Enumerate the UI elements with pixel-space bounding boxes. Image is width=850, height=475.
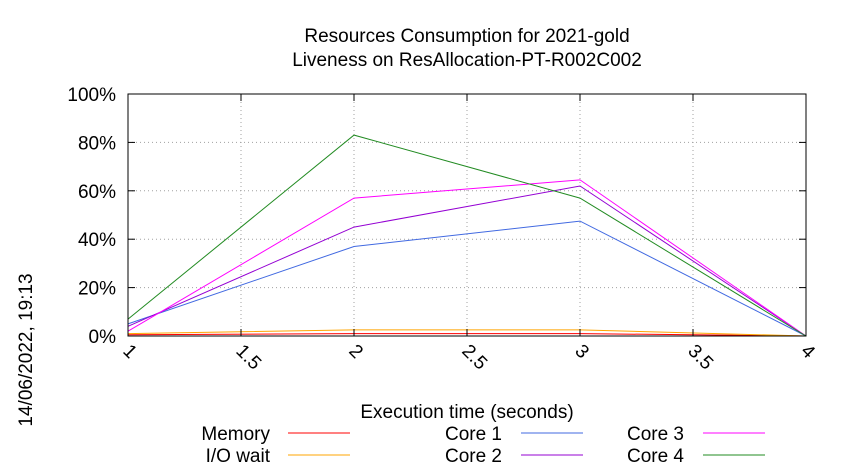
series-line-core-3 bbox=[127, 179, 807, 337]
x-tick-label: 3 bbox=[570, 341, 592, 363]
legend-label-core-3: Core 3 bbox=[627, 424, 684, 445]
legend-label-core-4: Core 4 bbox=[627, 446, 684, 467]
y-tick-label: 20% bbox=[78, 279, 116, 300]
series-line-core-1 bbox=[127, 220, 807, 337]
legend-label-core-1: Core 1 bbox=[445, 424, 502, 445]
chart-title-line-2: Liveness on ResAllocation-PT-R002C002 bbox=[292, 50, 642, 71]
x-tick-label: 4 bbox=[796, 341, 819, 364]
x-tick-label: 1 bbox=[118, 341, 140, 363]
y-tick-label: 60% bbox=[78, 182, 116, 203]
y-tick-label: 40% bbox=[78, 230, 116, 251]
date-time-stamp: 14/06/2022, 19:13 bbox=[16, 273, 37, 426]
chart-title-line-1: Resources Consumption for 2021-gold bbox=[304, 26, 629, 47]
series-lines bbox=[127, 134, 807, 337]
series-line-core-4 bbox=[127, 134, 807, 337]
y-tick-label: 100% bbox=[67, 85, 116, 106]
x-axis-label: Execution time (seconds) bbox=[360, 402, 573, 423]
x-tick-label: 2 bbox=[344, 341, 366, 363]
x-tick-label: 3.5 bbox=[683, 341, 717, 375]
y-tick-label: 80% bbox=[78, 133, 116, 154]
legend-label-core-2: Core 2 bbox=[445, 446, 502, 467]
x-tick-label: 2.5 bbox=[457, 341, 491, 375]
series-line-core-2 bbox=[127, 185, 807, 337]
axis-ticks: 0% 20% 40% 60% 80% 100% 1 1.5 2 2.5 3 3.5 4 bbox=[67, 85, 819, 374]
x-tick-label: 1.5 bbox=[231, 341, 265, 375]
y-tick-label: 0% bbox=[89, 327, 117, 348]
grid-lines bbox=[128, 94, 806, 336]
legend-label-memory: Memory bbox=[201, 424, 270, 445]
legend-label-i-o-wait: I/O wait bbox=[206, 446, 271, 467]
